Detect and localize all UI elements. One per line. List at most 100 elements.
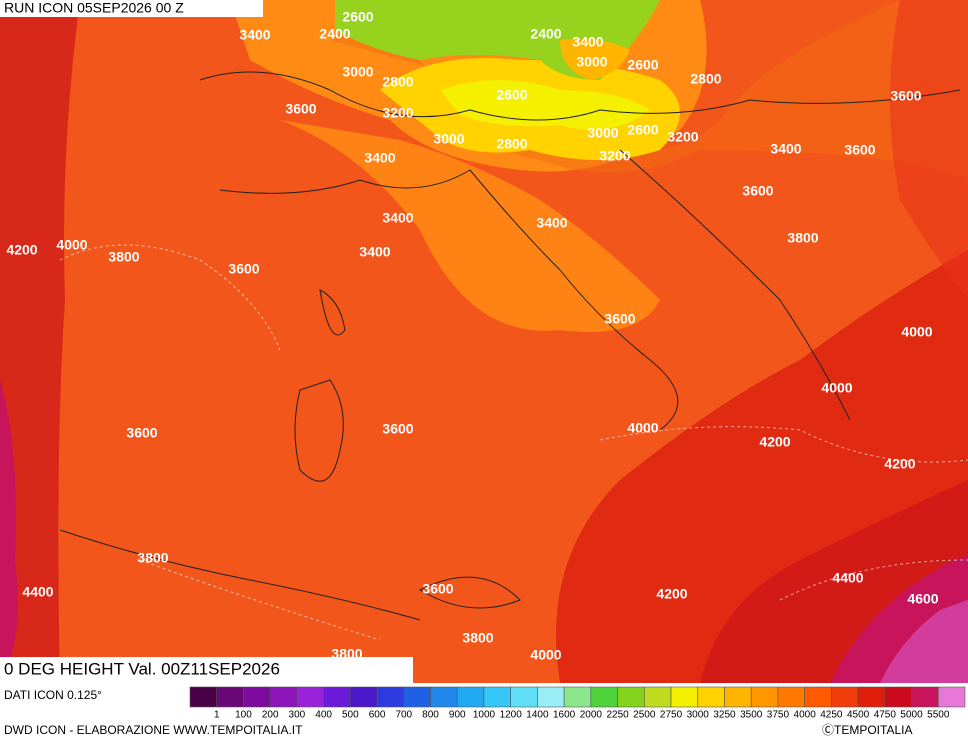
legend-swatch (670, 686, 699, 708)
contour-label: 2600 (627, 122, 658, 138)
legend-swatch (376, 686, 405, 708)
legend-label: 4500 (847, 710, 870, 721)
legend-label: 500 (342, 710, 359, 721)
contour-label: 4000 (821, 380, 852, 396)
legend-swatch (296, 686, 324, 708)
contour-label: 3600 (844, 142, 875, 158)
contour-label: 3600 (742, 183, 773, 199)
legend-label: 2500 (633, 710, 656, 721)
legend-label: 3000 (687, 710, 710, 721)
contour-label: 3000 (342, 64, 373, 80)
contour-label: 3400 (359, 244, 390, 260)
legend-label: 2000 (580, 710, 603, 721)
contour-label: 3200 (667, 129, 698, 145)
legend-swatch (456, 686, 485, 708)
legend-swatch (403, 686, 431, 708)
legend-swatch (563, 686, 592, 708)
legend-label: 1200 (500, 710, 523, 721)
contour-label: 3000 (587, 125, 618, 141)
run-label: RUN ICON 05SEP2026 00 Z (4, 0, 184, 16)
header-box (0, 0, 263, 17)
contour-label: 3000 (433, 131, 464, 147)
contour-label: 2800 (382, 74, 413, 90)
legend-label: 1400 (526, 710, 549, 721)
contour-label: 3400 (382, 210, 413, 226)
credit: DWD ICON - ELABORAZIONE WWW.TEMPOITALIA.… (4, 723, 303, 737)
legend-label: 3500 (740, 710, 763, 721)
legend-label: 200 (262, 710, 279, 721)
legend-swatch (777, 686, 805, 708)
contour-label: 2600 (627, 57, 658, 73)
contour-label: 2800 (496, 136, 527, 152)
contour-label: 3200 (382, 105, 413, 121)
borders (59, 71, 961, 621)
legend-swatch (537, 686, 565, 708)
legend-label: 900 (449, 710, 466, 721)
contour-label: 3600 (890, 88, 921, 104)
contour-label: 2400 (319, 26, 350, 42)
legend-swatch (590, 686, 618, 708)
legend-swatch (831, 686, 859, 708)
map-background (0, 0, 968, 683)
contour-label: 3400 (770, 141, 801, 157)
contour-label: 4200 (6, 242, 37, 258)
legend-label: 3250 (713, 710, 736, 721)
legend-label: 2250 (606, 710, 629, 721)
legend-swatch (189, 686, 218, 708)
legend-label: 700 (395, 710, 412, 721)
contour-label: 4200 (759, 434, 790, 450)
legend-swatch (483, 686, 511, 708)
contour-label: 2600 (496, 87, 527, 103)
contour-label: 4000 (530, 647, 561, 663)
legend-label: 2750 (660, 710, 683, 721)
legend-swatch (510, 686, 538, 708)
legend-swatch (697, 686, 725, 708)
contour-label: 3200 (599, 148, 630, 164)
legend-label: 100 (235, 710, 252, 721)
legend-label: 800 (422, 710, 439, 721)
legend-swatch (350, 686, 378, 708)
contour-label: 3600 (228, 261, 259, 277)
legend-swatch (804, 686, 832, 708)
legend-label: 300 (289, 710, 306, 721)
legend-label: 1 (214, 710, 220, 721)
contour-label: 2800 (690, 71, 721, 87)
legend-label: 3750 (767, 710, 790, 721)
legend-label: 400 (315, 710, 332, 721)
legend-swatch (750, 686, 779, 708)
legend-label: 5000 (900, 710, 923, 721)
legend-swatch (269, 686, 298, 708)
contour-label: 4400 (22, 584, 53, 600)
contour-label: 2400 (530, 26, 561, 42)
contour-label: 3400 (536, 215, 567, 231)
legend-swatch (430, 686, 458, 708)
map-title: 0 DEG HEIGHT Val. 00Z11SEP2026 (4, 659, 280, 678)
legend-label: 1000 (473, 710, 496, 721)
contour-label: 4600 (907, 591, 938, 607)
contour-label: 3600 (285, 101, 316, 117)
contour-label: 3800 (137, 550, 168, 566)
contour-label: 4200 (656, 586, 687, 602)
legend-swatch (644, 686, 672, 708)
contour-lines (59, 244, 968, 641)
contour-label: 3000 (576, 54, 607, 70)
contour-label: 2600 (342, 9, 373, 25)
legend-swatch (884, 686, 912, 708)
contour-label: 4000 (627, 420, 658, 436)
contour-label: 3600 (422, 581, 453, 597)
legend-label: 4750 (874, 710, 897, 721)
legend-swatch (937, 686, 966, 708)
data-source: DATI ICON 0.125° (4, 688, 102, 702)
copyright: ⒸTEMPOITALIA (822, 723, 912, 737)
legend-swatch (216, 686, 244, 708)
contour-label: 3600 (604, 311, 635, 327)
contour-label: 3800 (108, 249, 139, 265)
legend-swatch (724, 686, 752, 708)
legend-label: 4000 (794, 710, 817, 721)
legend-swatch (617, 686, 645, 708)
contour-label: 3400 (572, 34, 603, 50)
legend-swatch (911, 686, 939, 708)
contour-label: 3600 (126, 425, 157, 441)
contour-label: 3400 (364, 150, 395, 166)
contour-label: 4200 (884, 456, 915, 472)
